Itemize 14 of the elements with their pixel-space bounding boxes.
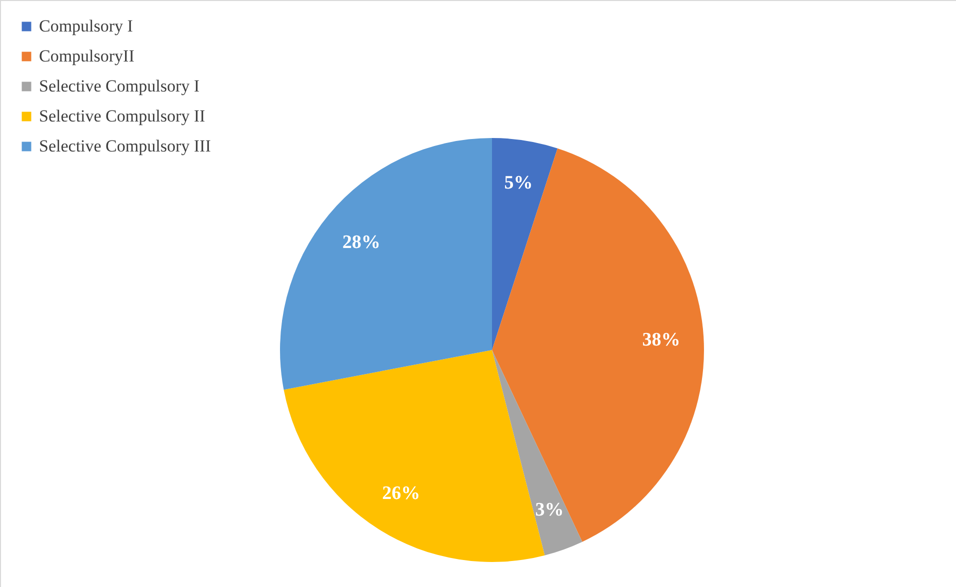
legend-label: Selective Compulsory II: [39, 106, 206, 126]
pie-slice: [492, 350, 582, 556]
data-label: 26%: [382, 483, 420, 504]
legend-label: Selective Compulsory I: [39, 76, 200, 96]
data-label: 38%: [642, 329, 680, 350]
legend-label: Compulsory I: [39, 16, 134, 36]
pie-slice: [492, 138, 558, 350]
legend-label: Selective Compulsory III: [39, 136, 212, 156]
data-label: 28%: [342, 232, 380, 253]
data-label: 5%: [504, 172, 533, 194]
pie-slice: [492, 148, 704, 542]
legend-label: CompulsoryII: [39, 46, 135, 66]
pie-slice: [280, 138, 492, 390]
data-label: 3%: [535, 500, 564, 521]
